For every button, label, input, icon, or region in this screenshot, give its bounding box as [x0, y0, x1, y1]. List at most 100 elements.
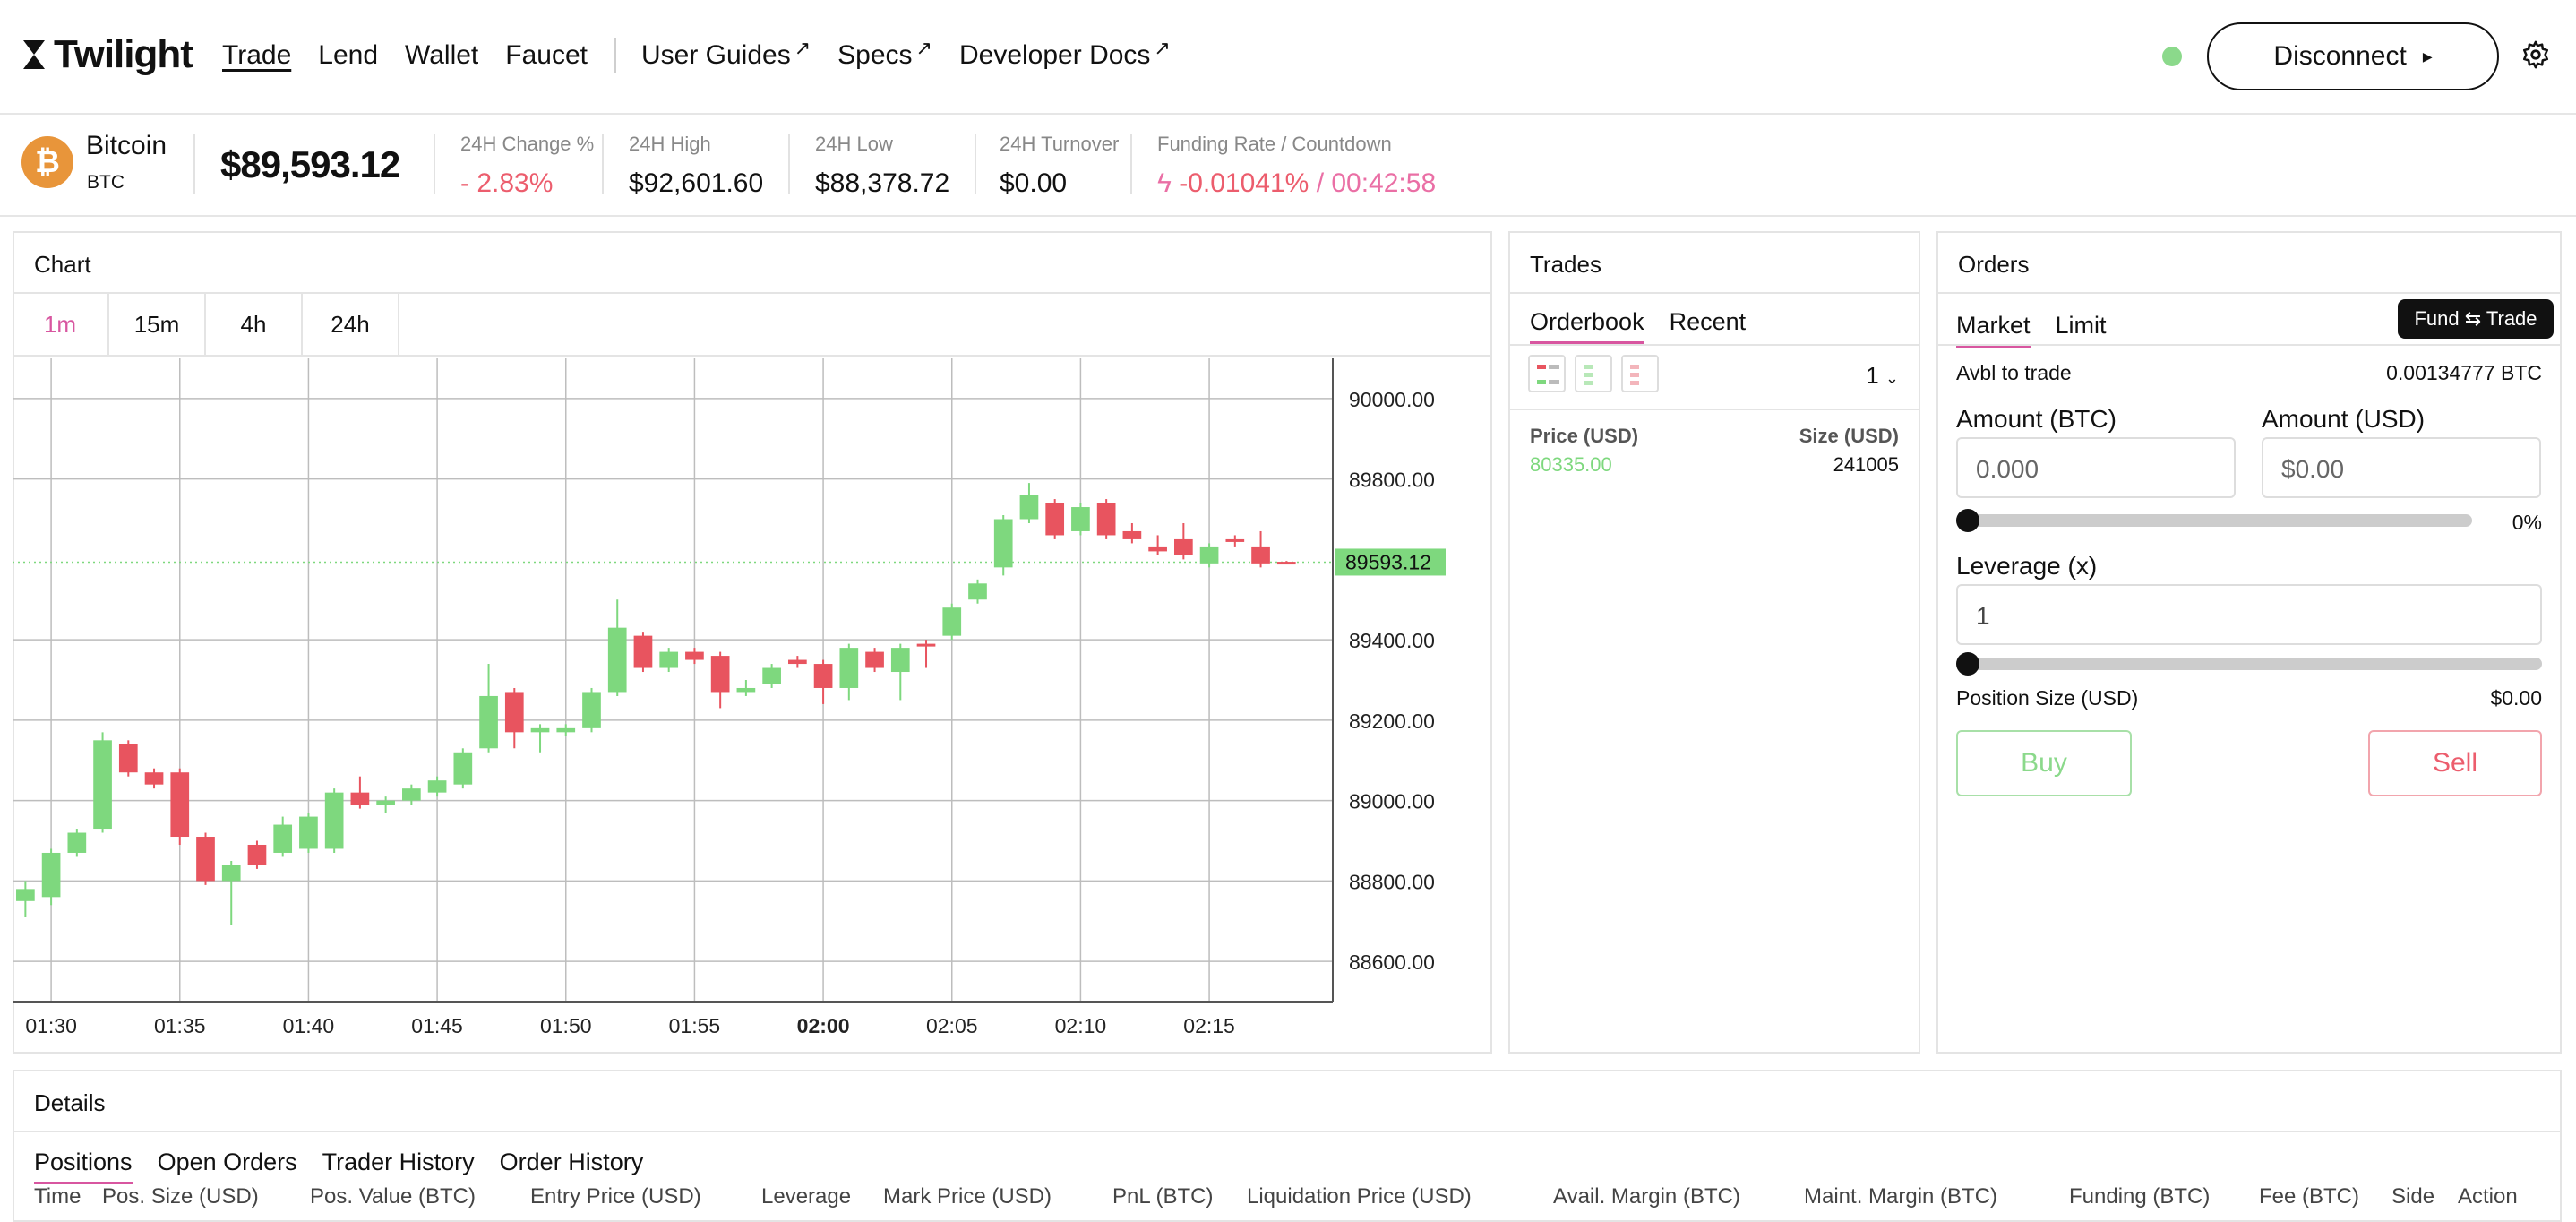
- current-price: $89,593.12: [220, 143, 400, 185]
- nav-link-user-guides[interactable]: User Guides ↗: [641, 37, 811, 71]
- tab-recent[interactable]: Recent: [1669, 308, 1747, 335]
- stat-value: $92,601.60: [629, 168, 764, 198]
- stat-24h-change: 24H Change % - 2.83%: [460, 133, 594, 199]
- y-tick-label: 88600.00: [1349, 951, 1435, 974]
- ticker-divider: [975, 134, 976, 194]
- settings-gear-icon[interactable]: [2520, 39, 2551, 70]
- amount-usd-input[interactable]: $0.00: [2262, 437, 2541, 498]
- x-tick-label: 01:45: [411, 1014, 463, 1037]
- orderbook-row-price: 80335.00: [1530, 453, 1612, 476]
- y-tick-label: 90000.00: [1349, 388, 1435, 411]
- nav-link-faucet[interactable]: Faucet: [505, 40, 588, 70]
- tab-market[interactable]: Market: [1956, 312, 2031, 348]
- x-tick-label: 01:50: [540, 1014, 592, 1037]
- amount-slider[interactable]: [1956, 514, 2472, 527]
- column-header: Pos. Size (USD): [102, 1184, 259, 1209]
- tab-positions[interactable]: Positions: [34, 1149, 133, 1184]
- candle-body: [144, 772, 164, 785]
- column-header: Liquidation Price (USD): [1247, 1184, 1472, 1209]
- stat-label: 24H High: [629, 133, 711, 155]
- connection-status-dot: [2162, 47, 2182, 66]
- caret-right-icon: ▶: [2422, 48, 2433, 64]
- candle-body: [1096, 503, 1116, 536]
- candle-body: [813, 664, 833, 688]
- y-tick-label: 89000.00: [1349, 790, 1435, 813]
- candle-body: [118, 744, 138, 773]
- ticker-divider: [1130, 134, 1132, 194]
- candle-body: [427, 780, 447, 793]
- stat-label: 24H Low: [815, 133, 893, 155]
- column-header: Avail. Margin (BTC): [1553, 1184, 1740, 1209]
- order-type-tabs: Market Limit: [1956, 312, 2107, 348]
- candle-body: [865, 651, 884, 668]
- leverage-input[interactable]: 1: [1956, 584, 2542, 645]
- amount-btc-input[interactable]: 0.000: [1956, 437, 2236, 498]
- orderbook-bids-icon[interactable]: [1575, 355, 1612, 392]
- candle-body: [479, 695, 498, 749]
- external-link-icon: ↗: [915, 37, 932, 59]
- orderbook-asks-icon[interactable]: [1621, 355, 1659, 392]
- nav-link-specs[interactable]: Specs ↗: [837, 37, 932, 71]
- grouping-select[interactable]: 1 ⌄: [1866, 362, 1899, 390]
- x-tick-label: 02:10: [1055, 1014, 1107, 1037]
- tab-order-history[interactable]: Order History: [499, 1149, 644, 1175]
- timeframe-4h[interactable]: 4h: [206, 292, 303, 357]
- nav-link-lend[interactable]: Lend: [318, 40, 379, 70]
- candle-body: [299, 816, 318, 849]
- stat-funding: Funding Rate / Countdown ϟ -0.01041% / 0…: [1157, 133, 1436, 199]
- nav-links: Trade Lend Wallet Faucet User Guides ↗ Sp…: [222, 37, 1198, 73]
- leverage-slider[interactable]: [1956, 658, 2542, 670]
- candle-body: [67, 832, 87, 853]
- nav-link-trade[interactable]: Trade: [222, 40, 292, 70]
- fund-trade-button[interactable]: Fund ⇆ Trade: [2398, 299, 2554, 339]
- stat-label: 24H Turnover: [1000, 133, 1120, 155]
- candle-body: [453, 752, 473, 785]
- last-price-label: 89593.12: [1345, 550, 1431, 573]
- candle-body: [376, 800, 395, 805]
- timeframe-1m[interactable]: 1m: [13, 292, 109, 357]
- timeframe-bar: 1m 15m 4h 24h: [13, 292, 1490, 357]
- y-tick-label: 89800.00: [1349, 469, 1435, 492]
- stat-label: Funding Rate / Countdown: [1157, 133, 1392, 155]
- positions-table-header: Time Pos. Size (USD) Pos. Value (BTC) En…: [13, 1181, 2556, 1209]
- orderbook-both-icon[interactable]: [1528, 355, 1566, 392]
- tab-trader-history[interactable]: Trader History: [322, 1149, 475, 1175]
- candle-body: [839, 648, 859, 688]
- timeframe-15m[interactable]: 15m: [109, 292, 206, 357]
- details-tabs: Positions Open Orders Trader History Ord…: [34, 1149, 643, 1184]
- timeframe-24h[interactable]: 24h: [303, 292, 399, 357]
- tab-orderbook[interactable]: Orderbook: [1530, 308, 1644, 344]
- bitcoin-icon: ₿: [21, 136, 73, 188]
- candle-body: [93, 740, 112, 830]
- funding-values: ϟ -0.01041% / 00:42:58: [1157, 168, 1436, 199]
- candle-body: [1174, 538, 1193, 555]
- chart-panel-title: Chart: [14, 233, 1490, 294]
- candle-body: [504, 692, 524, 733]
- disconnect-button[interactable]: Disconnect ▶: [2207, 22, 2499, 90]
- candle-body: [607, 627, 627, 693]
- leverage-slider-knob[interactable]: [1956, 652, 1979, 676]
- candle-body: [736, 687, 756, 693]
- size-header: Size (USD): [1799, 425, 1899, 447]
- funding-countdown: / 00:42:58: [1316, 168, 1437, 198]
- twilight-logo[interactable]: Twilight: [21, 32, 193, 77]
- nav-link-wallet[interactable]: Wallet: [405, 40, 479, 70]
- nav-divider: [614, 38, 616, 73]
- sell-button[interactable]: Sell: [2368, 730, 2542, 796]
- amount-slider-knob[interactable]: [1956, 509, 1979, 532]
- candle-body: [1225, 538, 1245, 542]
- buy-button[interactable]: Buy: [1956, 730, 2132, 796]
- candle-body: [659, 651, 679, 668]
- candle-body: [402, 788, 421, 801]
- tab-open-orders[interactable]: Open Orders: [157, 1149, 297, 1175]
- nav-link-developer-docs[interactable]: Developer Docs ↗: [959, 37, 1171, 71]
- leverage-label: Leverage (x): [1956, 552, 2098, 580]
- amount-btc-label: Amount (BTC): [1956, 405, 2117, 433]
- tab-limit[interactable]: Limit: [2055, 312, 2107, 339]
- amount-percent: 0%: [2512, 511, 2542, 534]
- column-header: PnL (BTC): [1112, 1184, 1214, 1209]
- lightning-icon: ϟ: [1157, 168, 1172, 198]
- candle-body: [968, 583, 987, 600]
- position-size-label: Position Size (USD): [1956, 686, 2139, 710]
- candlestick-chart[interactable]: 90000.00 89800.00 89400.00 89200.00 89000.00…: [13, 358, 1490, 1054]
